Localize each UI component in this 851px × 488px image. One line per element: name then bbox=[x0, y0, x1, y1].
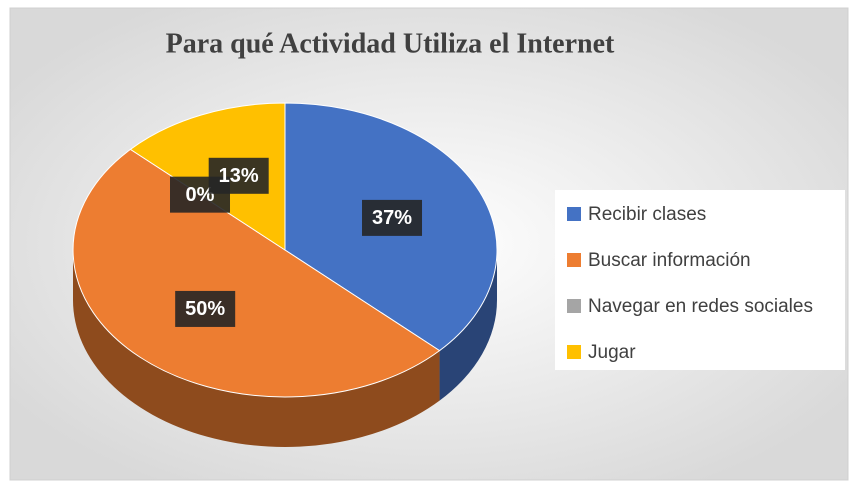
legend-label: Jugar bbox=[588, 342, 636, 363]
legend-label: Buscar información bbox=[588, 250, 751, 271]
data-label: 13% bbox=[219, 165, 259, 187]
legend-label: Navegar en redes sociales bbox=[588, 296, 813, 317]
legend-swatch bbox=[567, 207, 581, 221]
legend-swatch bbox=[567, 253, 581, 267]
legend-swatch bbox=[567, 345, 581, 359]
data-label-box bbox=[175, 290, 236, 327]
data-label-box bbox=[362, 199, 423, 236]
slice-side bbox=[73, 250, 440, 447]
slice bbox=[129, 102, 286, 251]
legend bbox=[555, 190, 845, 370]
chart-title: Para qué Actividad Utiliza el Internet bbox=[166, 28, 615, 59]
legend-swatch bbox=[567, 299, 581, 313]
slice-side bbox=[439, 250, 497, 401]
data-label: 50% bbox=[185, 298, 225, 320]
data-label-box bbox=[208, 157, 269, 194]
data-label: 0% bbox=[186, 184, 215, 206]
slice bbox=[72, 148, 441, 398]
data-label: 37% bbox=[372, 207, 412, 229]
legend-label: Recibir clases bbox=[588, 204, 706, 225]
